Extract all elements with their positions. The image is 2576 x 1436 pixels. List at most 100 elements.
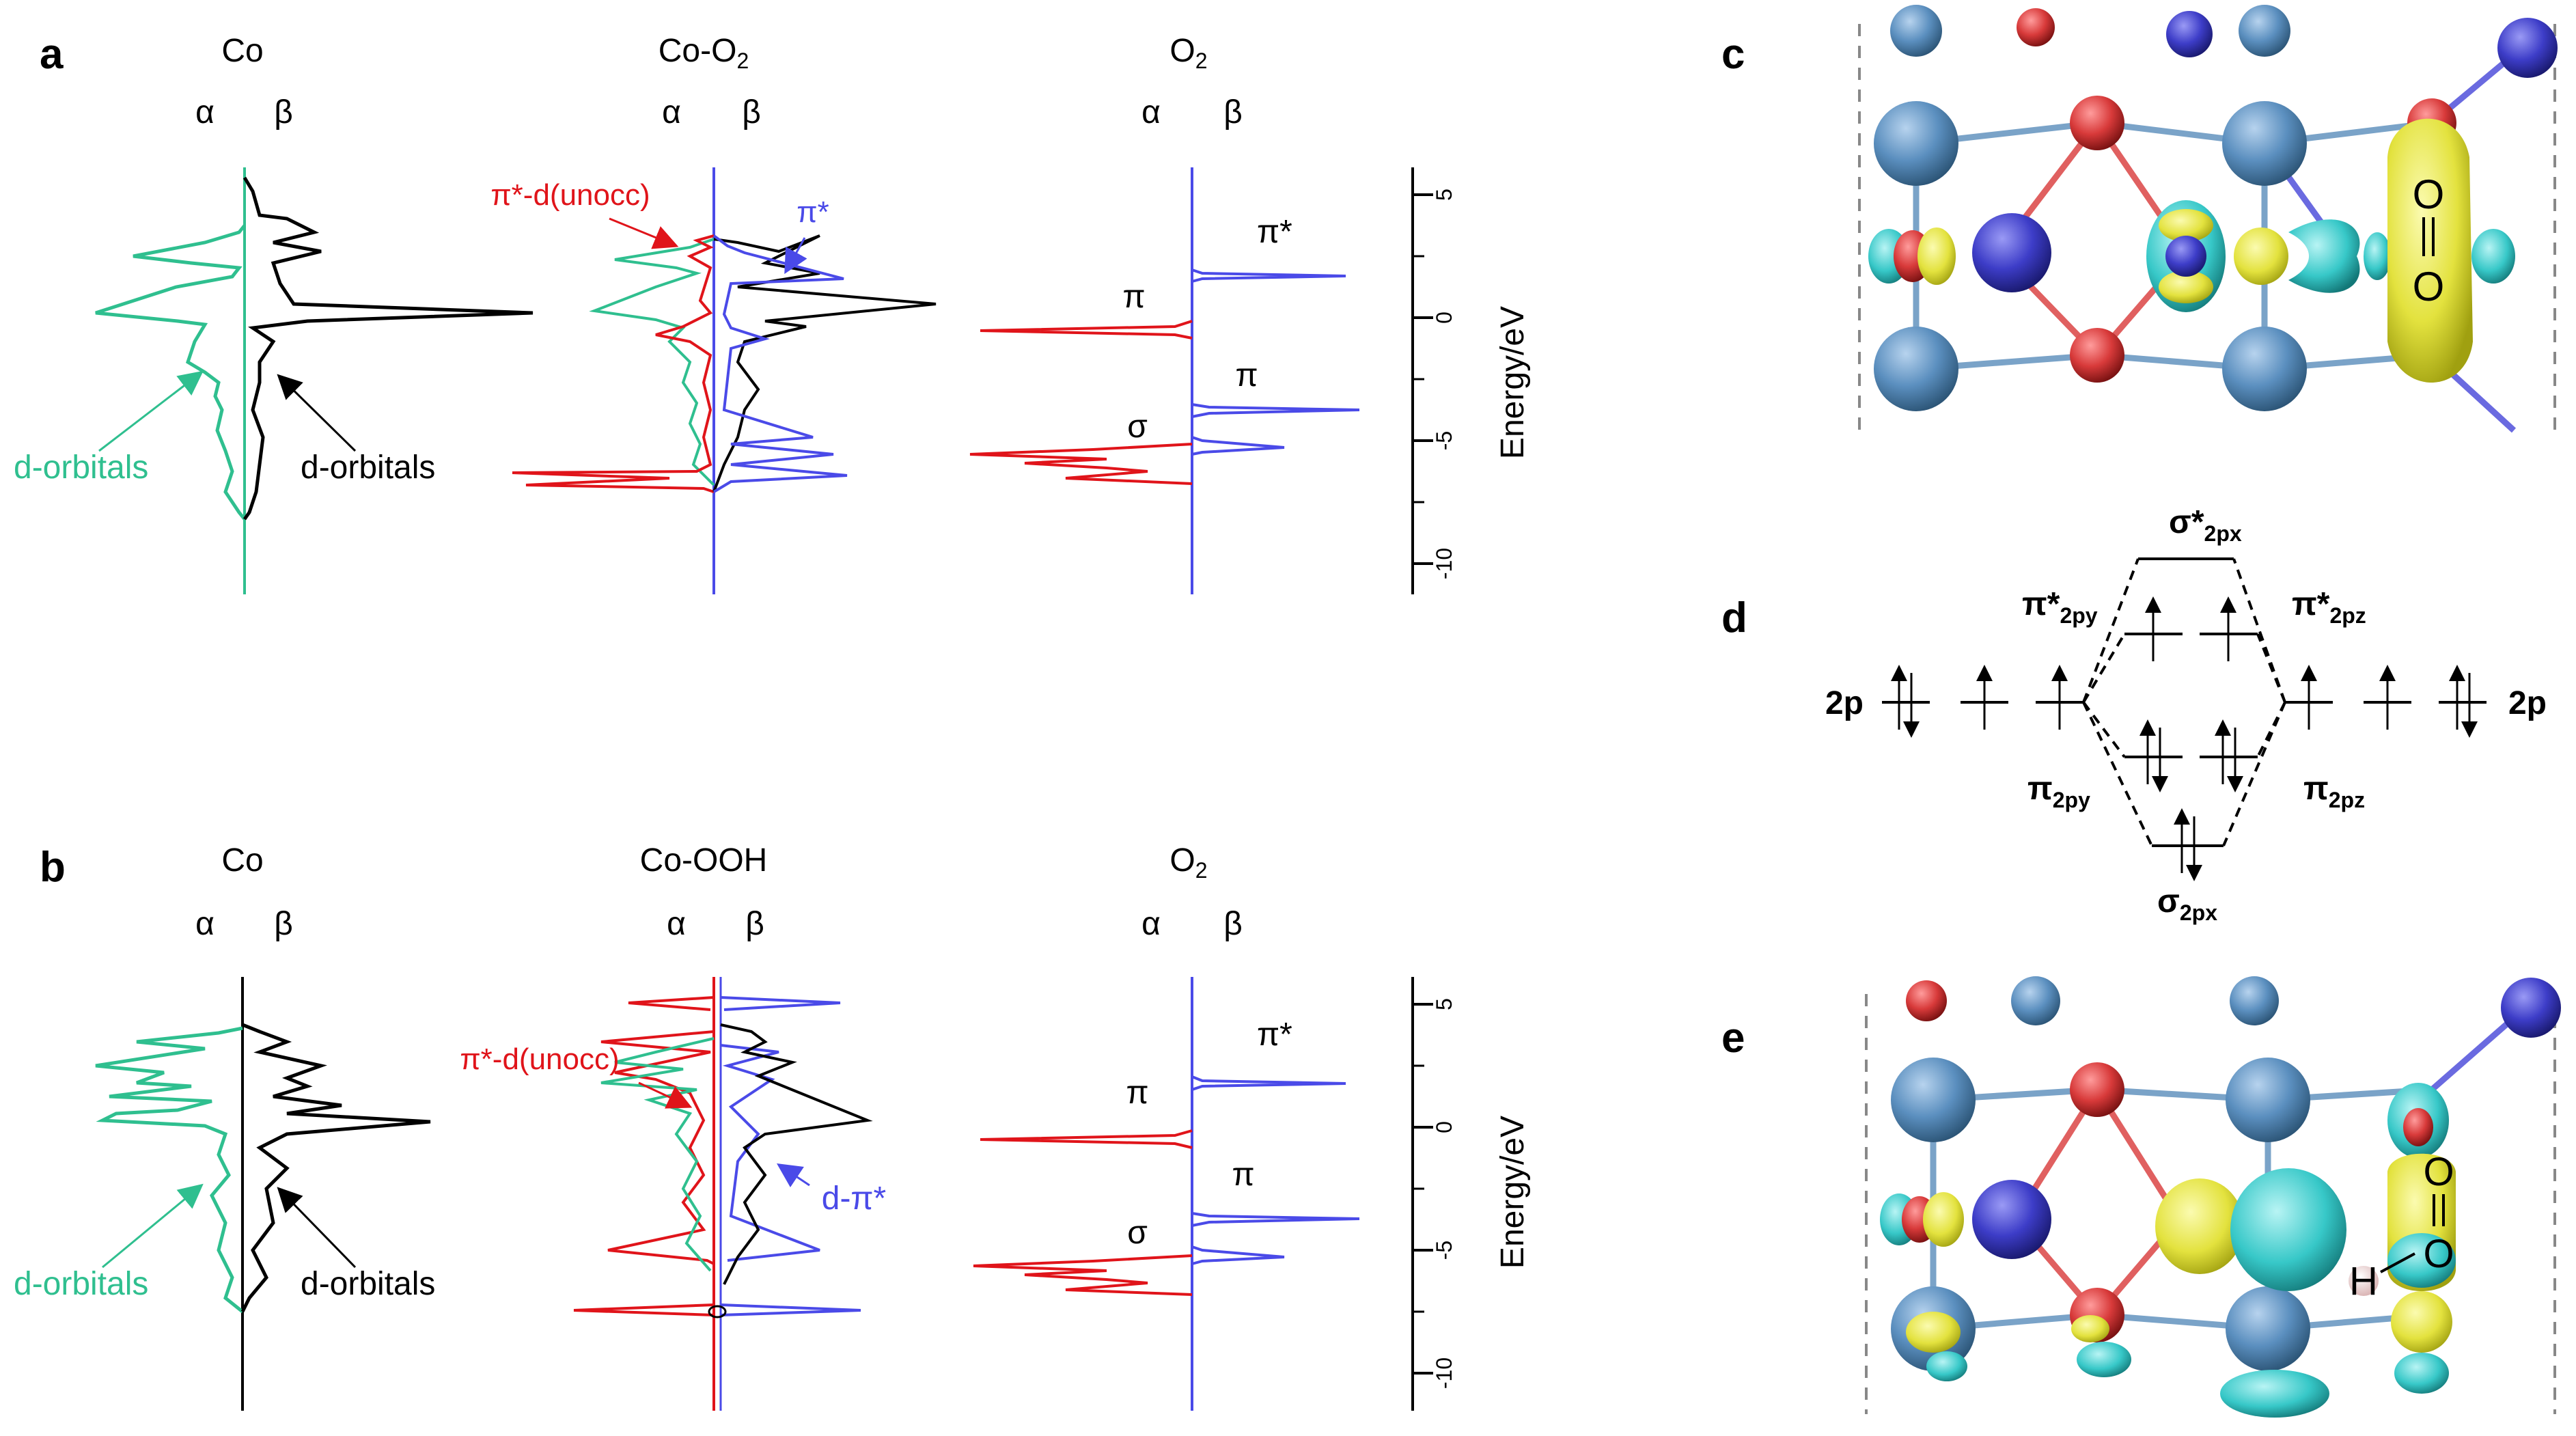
isosurface-yellow [2071, 1315, 2109, 1342]
tick-label: -5 [1432, 1241, 1456, 1260]
o2-alpha-dos [973, 1129, 1193, 1296]
label-d-orbitals-alpha: d-orbitals [14, 450, 148, 486]
column-title-o2: O2 [1169, 842, 1207, 883]
beta-label: β [742, 94, 761, 130]
label-o2-pi: π [1232, 1157, 1254, 1193]
isosurface-cyan [2077, 1342, 2131, 1377]
isosurface-yellow [2387, 118, 2473, 383]
isosurface-yellow [2159, 209, 2213, 242]
alpha-label: α [195, 94, 214, 130]
panel-letter-a: a [40, 31, 64, 78]
molecular-levels [2124, 557, 2258, 847]
atom-n [2166, 11, 2213, 57]
panel-a-dos: a Co α β Co-O2 α β O2 α β π*-d(unocc) π*… [14, 31, 1531, 594]
atom-co [1891, 1058, 1976, 1142]
axis-label-energy: Energy/eV [1495, 1116, 1531, 1269]
panel-c-structure: c O O [1721, 5, 2558, 437]
panel-e-structure: e O O H [1721, 976, 2561, 1418]
arrow [638, 1081, 693, 1109]
label-o2-sigma: σ [1127, 1215, 1148, 1251]
isosurface-yellow [1917, 227, 1956, 285]
co-o2-beta-o-dos [712, 234, 848, 493]
tick-label: -10 [1432, 548, 1456, 579]
label-d-orbitals-alpha: d-orbitals [14, 1266, 148, 1302]
isosurface-cyan [2230, 1168, 2346, 1291]
o2-alpha-dos [969, 320, 1193, 485]
column-title-co-o2: Co-O2 [659, 33, 749, 73]
bond-line [2380, 1252, 2415, 1273]
isosurface-cyan [2220, 1370, 2329, 1418]
o2-beta-dos [1191, 1075, 1360, 1265]
atom-o [2070, 328, 2124, 383]
atom-co [2239, 5, 2290, 57]
label-sigma-star-2px: σ*2px [2169, 504, 2242, 546]
tick-label: -5 [1432, 431, 1456, 450]
label-pi-star-2pz: π*2pz [2292, 586, 2366, 628]
correlation-lines [2082, 558, 2286, 846]
atom-co [2226, 1286, 2310, 1371]
arrow [784, 237, 807, 275]
panel-d-mo-diagram: d [1721, 504, 2547, 925]
atom-co [2222, 101, 2307, 186]
atom-co [1874, 101, 1958, 186]
arrow [277, 1187, 357, 1269]
alpha-label: α [667, 906, 686, 942]
co-ooh-beta-o-dos [720, 996, 861, 1316]
label-sigma-2px: σ2px [2157, 883, 2217, 925]
panel-letter-c: c [1721, 31, 1745, 78]
co-o2-alpha-o-dos [512, 234, 715, 493]
atom-o [2070, 1062, 2124, 1117]
label-pi-2pz: π2pz [2303, 771, 2365, 812]
co-ooh-beta-d-dos [720, 1023, 873, 1285]
atom-o [1906, 980, 1947, 1021]
isosurface-cyan [2387, 1233, 2456, 1288]
label-d-orbitals-beta: d-orbitals [301, 1266, 435, 1302]
atom-o [2403, 1108, 2433, 1146]
label-atom-o: O [2413, 171, 2445, 217]
beta-label: β [1223, 94, 1243, 130]
isosurface-cyan [2471, 229, 2515, 284]
atom-co [2230, 976, 2279, 1025]
arrow [777, 1163, 810, 1187]
atom-co [1890, 5, 1942, 57]
label-atom-o: O [2423, 1150, 2454, 1194]
isosurface-yellow [2234, 227, 2288, 285]
alpha-label: α [1141, 94, 1161, 130]
co-alpha-dos [95, 1026, 244, 1313]
atom-co [1874, 327, 1958, 411]
label-o2-sigma: σ [1127, 409, 1148, 445]
label-o2-pi: π [1235, 357, 1258, 393]
label-pi-d-unocc: π*-d(unocc) [460, 1043, 619, 1076]
beta-label: β [274, 94, 293, 130]
tick-label: 5 [1432, 189, 1456, 201]
column-title-co-ooh: Co-OOH [640, 842, 768, 879]
beta-label: β [745, 906, 764, 942]
label-atom-o: O [2423, 1232, 2454, 1276]
column-title-o2: O2 [1169, 33, 1207, 73]
column-title-co: Co [221, 33, 263, 69]
isosurface-yellow [2391, 1291, 2452, 1353]
energy-axis: 5 0 -5 -10 Energy/eV [1411, 167, 1531, 594]
arrow [102, 1183, 204, 1269]
label-o2-pi: π [1122, 279, 1145, 315]
atom-o [2017, 8, 2055, 46]
co-beta-dos [240, 1023, 431, 1313]
column-title-co: Co [221, 842, 263, 879]
tick-label: -10 [1432, 1357, 1456, 1389]
atom-n [1972, 213, 2051, 292]
tick-label: 5 [1432, 998, 1456, 1010]
panel-b-dos: b Co α β Co-OOH α β O2 α β π*-d(unocc) d… [14, 842, 1531, 1411]
arrow [277, 374, 357, 452]
arrow [609, 217, 679, 249]
label-pi-star: π* [797, 195, 829, 229]
label-o2-pi: π [1126, 1075, 1148, 1111]
label-pi-star-2py: π*2py [2022, 586, 2098, 628]
isosurface-yellow [2159, 271, 2213, 303]
atom-co [2011, 976, 2060, 1025]
label-d-pi-star: d-π* [822, 1180, 886, 1217]
co-o2-alpha-d-dos [589, 238, 715, 486]
marker [708, 1305, 727, 1318]
isosurface-cyan [2288, 219, 2360, 293]
atom-co [2222, 327, 2307, 411]
